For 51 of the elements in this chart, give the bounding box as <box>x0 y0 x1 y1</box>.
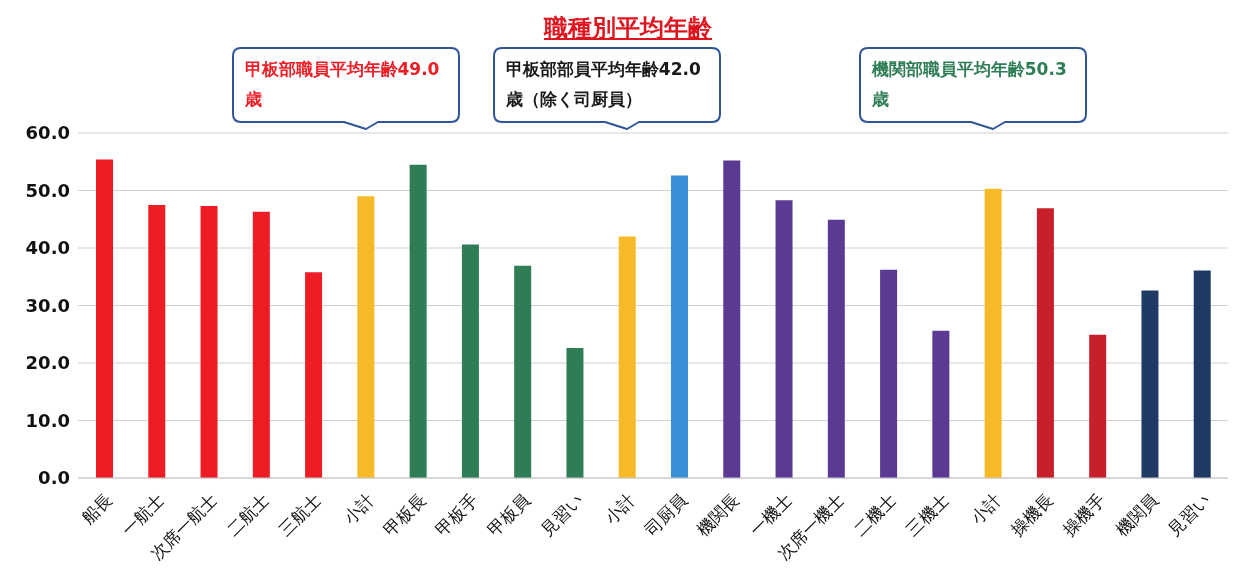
x-tick-label: 三機士 <box>902 489 953 540</box>
bar <box>200 206 218 478</box>
bar <box>880 269 898 478</box>
x-tick-label: 二航士 <box>222 489 273 540</box>
y-tick-label: 30.0 <box>25 294 70 316</box>
bar <box>461 244 479 478</box>
y-tick-label: 60.0 <box>25 122 70 144</box>
x-tick-label: 機関長 <box>693 489 744 540</box>
bar <box>148 204 166 478</box>
bar <box>252 211 270 478</box>
x-tick-label: 操機手 <box>1058 489 1110 540</box>
bar <box>1089 334 1107 478</box>
text: 甲板部職員平均年齢49.0歳 <box>244 58 441 111</box>
bar <box>984 188 1002 478</box>
x-tick-label: 二機士 <box>849 489 901 540</box>
text: 甲板部部員平均年齢42.0歳（除く司厨員） <box>505 58 702 111</box>
x-tick-label: 甲板長 <box>379 489 430 540</box>
bar <box>1141 290 1159 478</box>
bar <box>566 348 584 478</box>
bar <box>305 272 323 478</box>
x-tick-label: 司厨員 <box>640 489 692 540</box>
bar <box>827 219 845 478</box>
y-tick-label: 10.0 <box>25 409 70 431</box>
bar <box>96 159 113 478</box>
x-tick-label: 小計 <box>966 489 1005 528</box>
x-tick-label: 見習い <box>1163 489 1214 540</box>
bar <box>514 265 532 478</box>
x-tick-label: 三航士 <box>274 489 326 540</box>
bar <box>1036 208 1054 478</box>
bar <box>409 164 427 478</box>
y-tick-label: 40.0 <box>25 237 70 259</box>
bar <box>1193 270 1211 478</box>
x-tick-label: 甲板手 <box>431 489 482 540</box>
bar <box>618 236 636 478</box>
bar <box>671 175 688 478</box>
y-tick-label: 0.0 <box>38 467 70 489</box>
bar <box>357 196 375 478</box>
x-tick-label: 見習い <box>536 489 587 540</box>
x-tick-label: 甲板員 <box>483 489 535 540</box>
bar <box>932 330 950 478</box>
x-tick-label: 操機長 <box>1006 489 1057 540</box>
y-tick-label: 20.0 <box>25 352 70 374</box>
x-tick-label: 船長 <box>77 489 117 528</box>
bar <box>775 200 793 478</box>
x-tick-label: 小計 <box>600 489 639 528</box>
bar <box>723 160 741 478</box>
x-tick-label: 機関員 <box>1111 489 1162 540</box>
x-tick-label: 小計 <box>339 489 378 528</box>
chart-title: 職種別平均年齢 <box>542 13 713 44</box>
y-tick-label: 50.0 <box>25 179 70 201</box>
text: 機関部職員平均年齢50.3歳 <box>871 58 1068 111</box>
